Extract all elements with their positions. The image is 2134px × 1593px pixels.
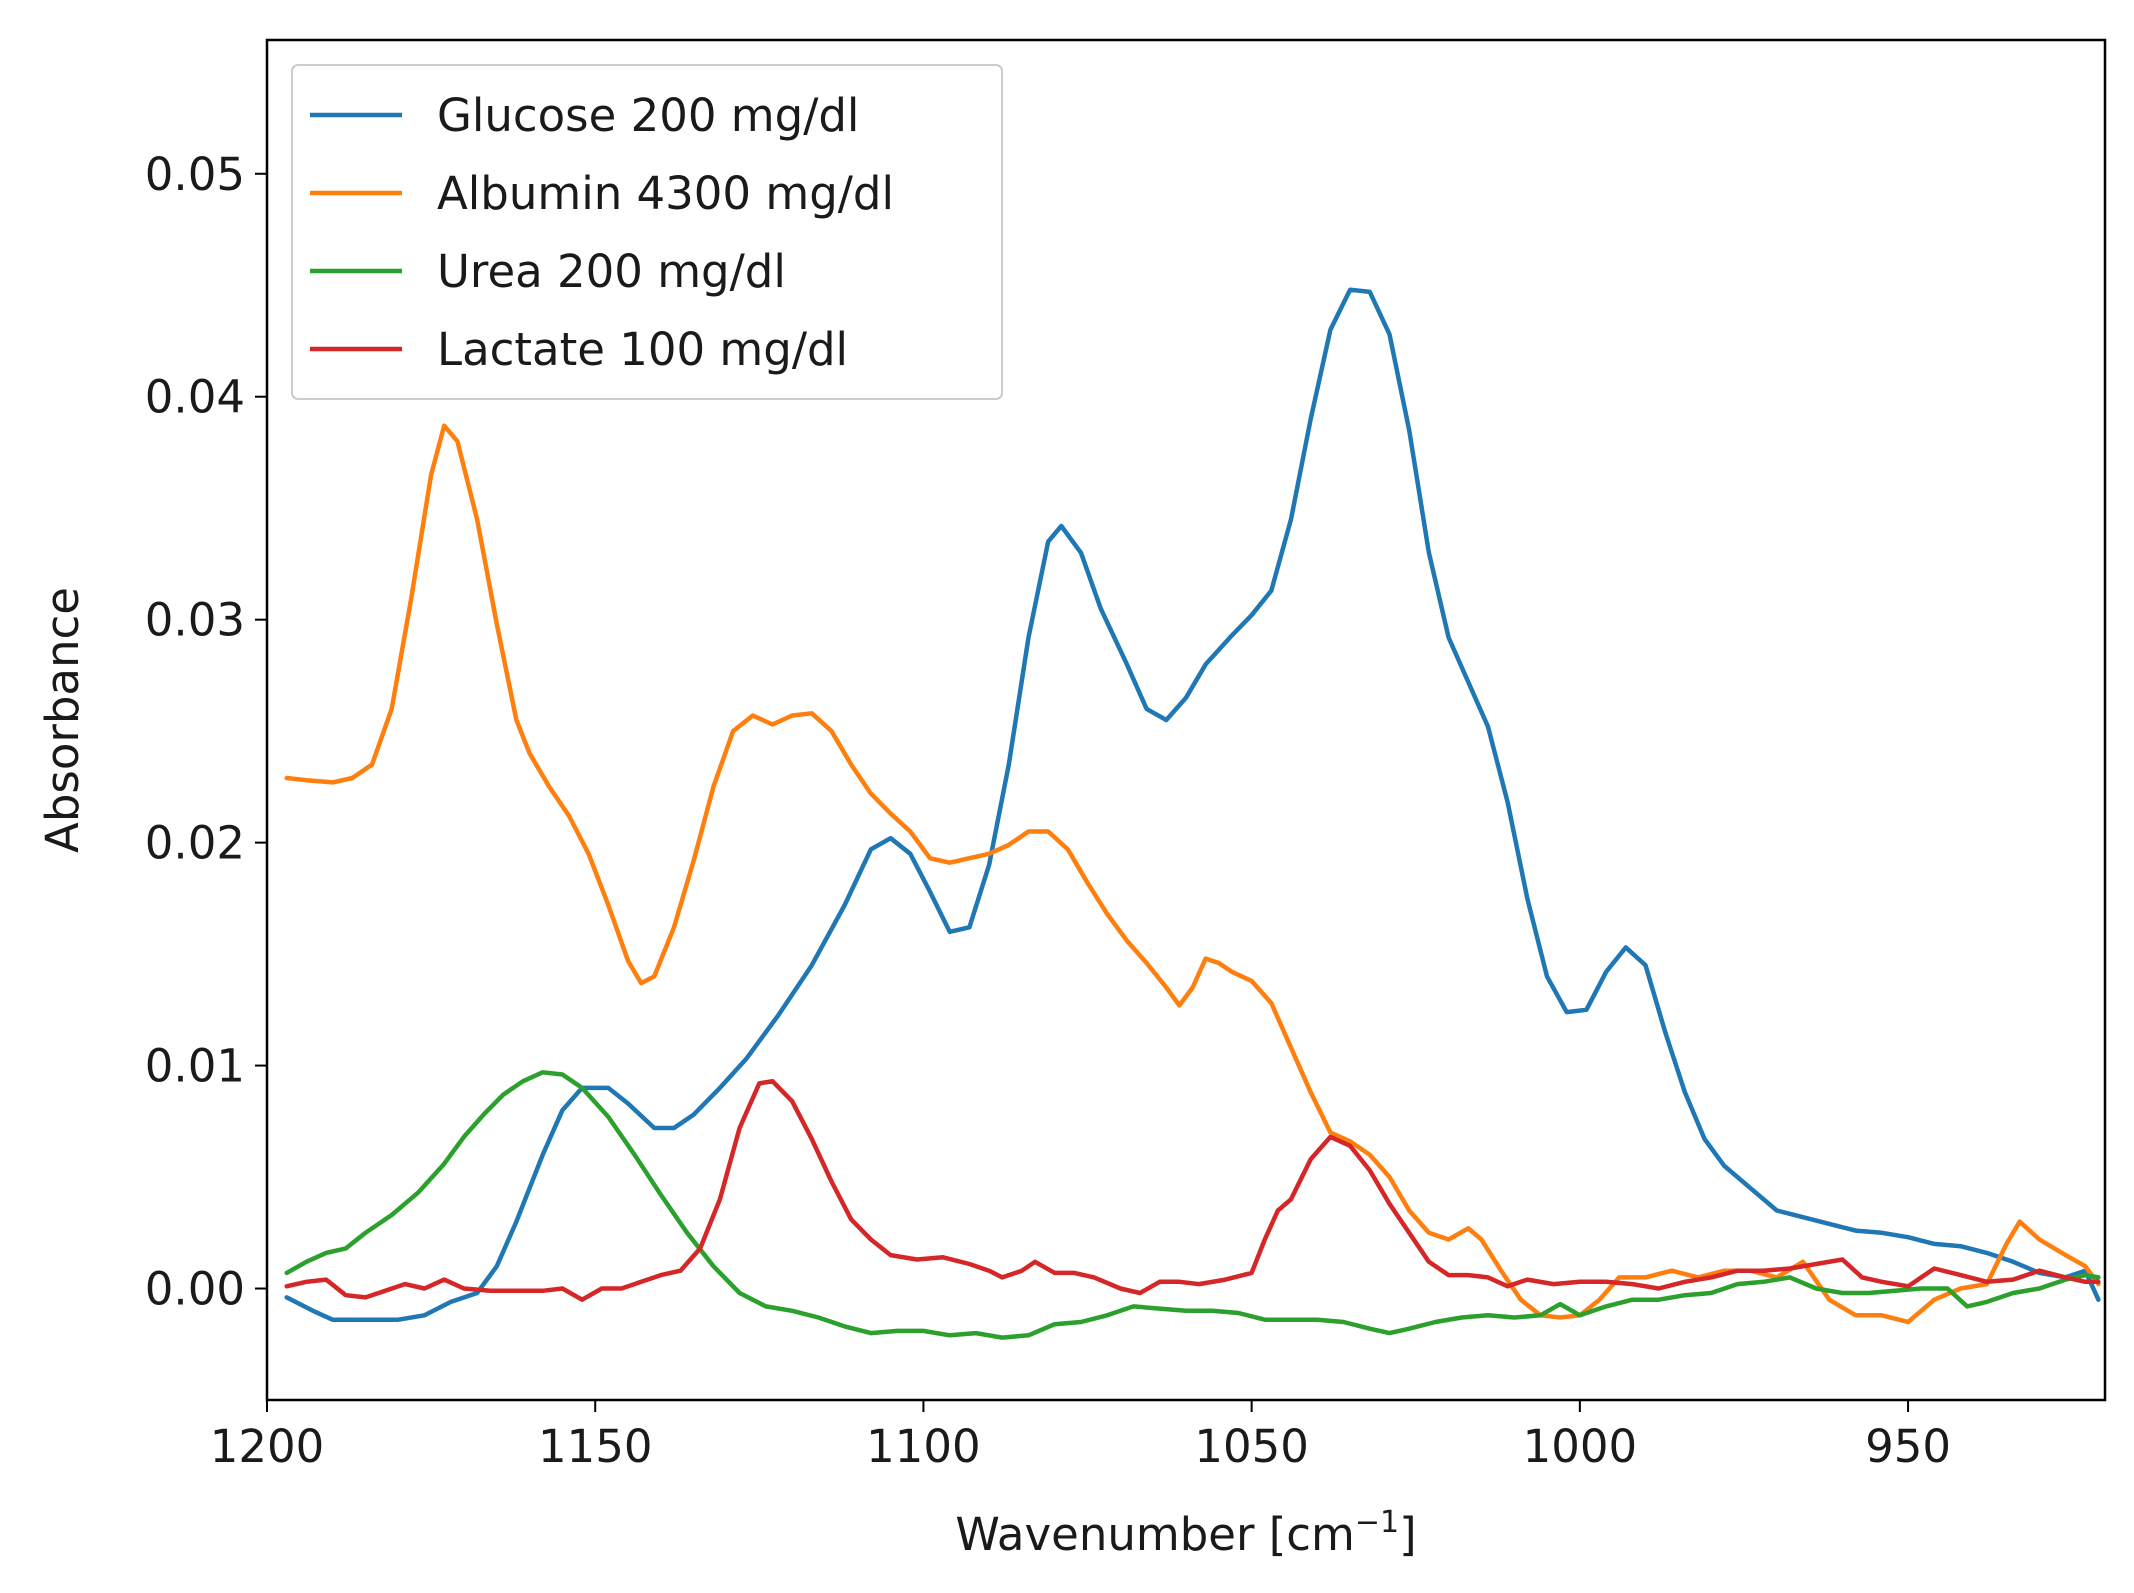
x-axis: 1200 1150 1100 1050 1000 950: [210, 1400, 1951, 1473]
x-axis-label-superscript: −1: [1355, 1505, 1399, 1540]
x-tick-label: 1000: [1523, 1420, 1638, 1473]
x-tick-label: 1100: [866, 1420, 981, 1473]
y-tick-label: 0.01: [145, 1040, 245, 1093]
x-tick-label: 1200: [210, 1420, 325, 1473]
x-axis-label: Wavenumber [cm−1]: [955, 1505, 1416, 1561]
plot-frame: [265, 38, 2107, 1402]
legend-label: Albumin 4300 mg/dl: [437, 167, 894, 220]
y-tick-label: 0.02: [145, 817, 245, 870]
series-line-1: [284, 287, 2101, 1322]
legend-box: [291, 64, 1003, 400]
legend: Glucose 200 mg/dl Albumin 4300 mg/dl Urea …: [291, 64, 1003, 400]
x-tick-label: 950: [1865, 1420, 1951, 1473]
x-tick-label: 1150: [538, 1420, 653, 1473]
legend-label: Urea 200 mg/dl: [437, 245, 786, 298]
x-tick-label: 1050: [1194, 1420, 1309, 1473]
y-axis: 0.00 0.01 0.02 0.03 0.04 0.05: [145, 148, 267, 1316]
series-line-4: [284, 1078, 2101, 1302]
y-tick-label: 0.04: [145, 371, 245, 424]
series-layer: [284, 287, 2101, 1340]
legend-label: Glucose 200 mg/dl: [437, 89, 859, 142]
y-tick-label: 0.03: [145, 594, 245, 647]
y-axis-label: Absorbance: [36, 587, 89, 853]
y-tick-label: 0.00: [145, 1263, 245, 1316]
legend-label: Lactate 100 mg/dl: [437, 323, 848, 376]
y-tick-label: 0.05: [145, 148, 245, 201]
series-line-3: [284, 1070, 2101, 1340]
